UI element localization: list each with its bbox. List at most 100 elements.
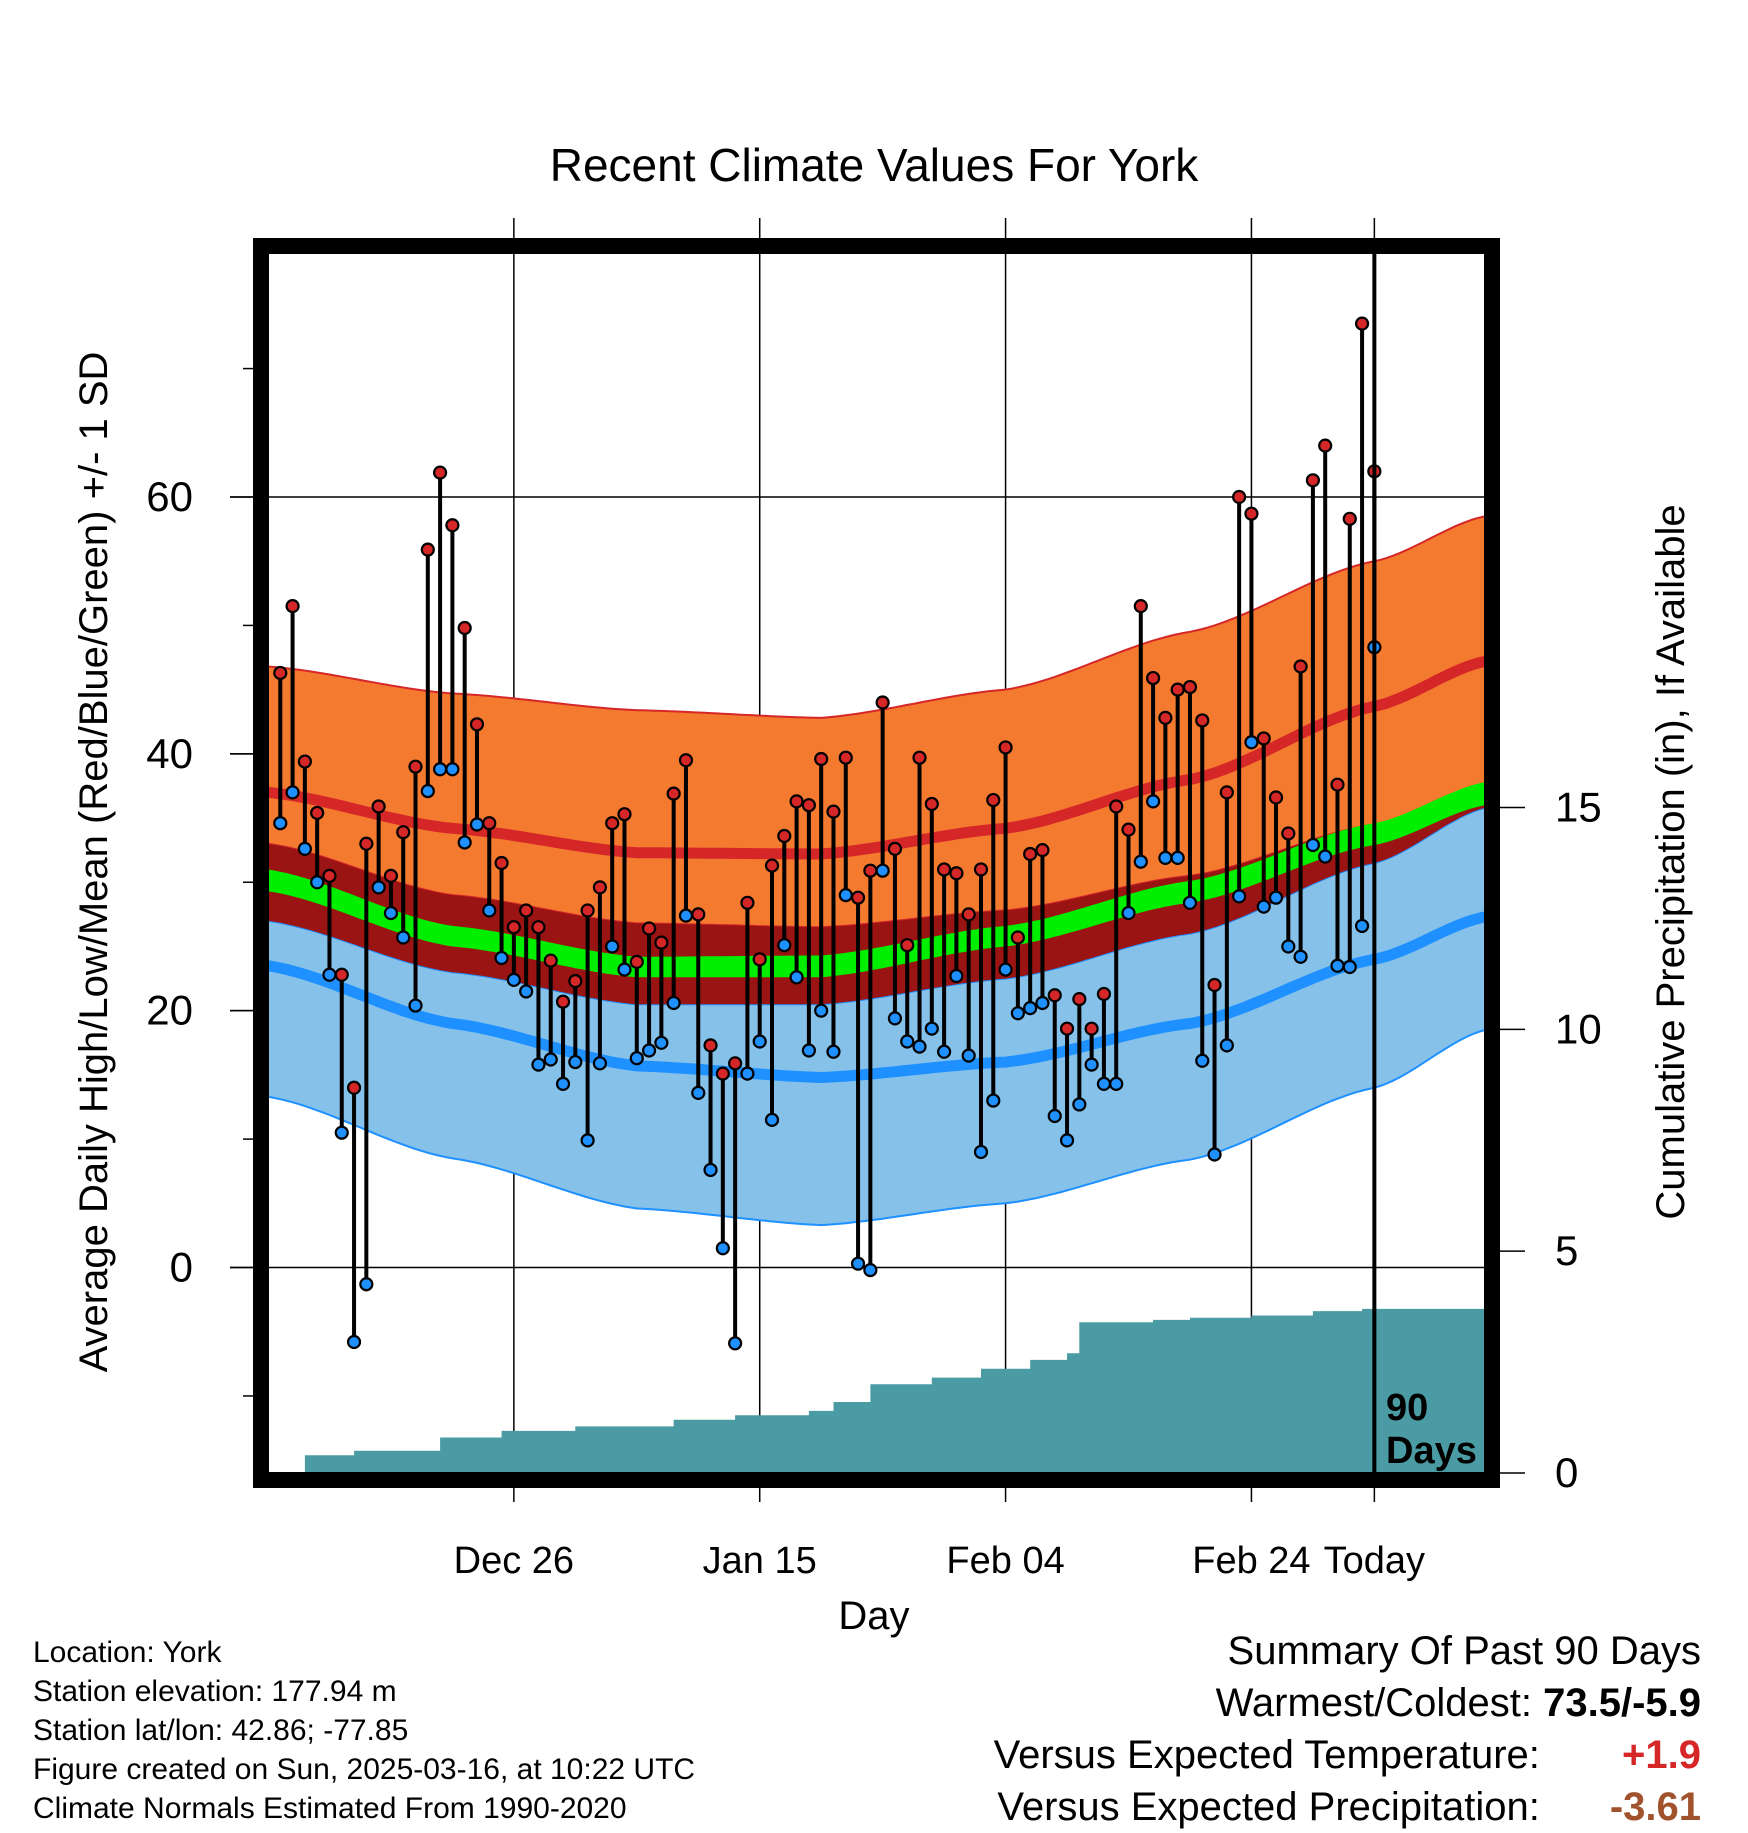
- obs-low-point: [715, 1241, 730, 1256]
- obs-high-point: [1342, 511, 1357, 526]
- obs-high-point: [1121, 822, 1136, 837]
- obs-high-point: [826, 804, 841, 819]
- obs-low-point: [924, 1021, 939, 1036]
- summary-panel: Summary Of Past 90 Days Warmest/Coldest:…: [994, 1625, 1701, 1833]
- normal-bands: [268, 515, 1485, 1227]
- obs-low-point: [482, 903, 497, 918]
- y-right-tick-label-3: 15: [1555, 784, 1602, 831]
- obs-high-point: [1318, 438, 1333, 453]
- obs-high-point: [494, 855, 509, 871]
- obs-low-point: [1047, 1108, 1062, 1124]
- obs-low-point: [1059, 1133, 1075, 1148]
- obs-high-point: [740, 895, 755, 910]
- obs-low-point: [568, 1054, 583, 1070]
- obs-high-point: [1047, 988, 1062, 1003]
- obs-high-point: [900, 938, 915, 953]
- obs-high-point: [310, 805, 325, 821]
- obs-high-point: [469, 717, 485, 732]
- obs-high-point: [1244, 506, 1259, 521]
- obs-high-point: [445, 518, 460, 533]
- obs-low-point: [359, 1277, 374, 1292]
- obs-low-point: [641, 1043, 657, 1058]
- obs-high-point: [912, 750, 927, 765]
- obs-low-point: [580, 1133, 595, 1148]
- obs-low-point: [801, 1043, 816, 1058]
- obs-low-point: [850, 1256, 866, 1271]
- obs-high-point: [641, 921, 657, 936]
- obs-high-point: [482, 816, 497, 831]
- obs-low-point: [1133, 854, 1148, 869]
- precip-anomaly-value: -3.61: [1609, 1785, 1701, 1829]
- obs-low-point: [371, 880, 386, 895]
- obs-high-point: [973, 862, 989, 877]
- today-days-label-line2: Days: [1386, 1430, 1477, 1472]
- obs-high-point: [1035, 843, 1050, 858]
- obs-low-point: [998, 962, 1013, 977]
- obs-high-point: [728, 1056, 743, 1071]
- obs-low-point: [703, 1162, 718, 1178]
- obs-high-point: [334, 967, 349, 982]
- obs-low-point: [1096, 1076, 1112, 1091]
- obs-low-point: [519, 984, 534, 999]
- temp-anomaly-row: Versus Expected Temperature: +1.9: [994, 1729, 1701, 1781]
- obs-high-point: [592, 880, 608, 895]
- obs-low-point: [1072, 1097, 1087, 1112]
- obs-high-point: [371, 799, 386, 814]
- obs-high-point: [1293, 659, 1308, 674]
- normals-text: Climate Normals Estimated From 1990-2020: [33, 1792, 627, 1825]
- y-right-tick-label-0: 0: [1555, 1449, 1578, 1496]
- obs-low-point: [592, 1056, 608, 1071]
- normal-low-mean-line: [268, 911, 1485, 1084]
- obs-high-point: [1219, 785, 1234, 800]
- x-tick-label-2: Feb 04: [946, 1540, 1064, 1582]
- obs-high-point: [346, 1080, 362, 1095]
- obs-low-point: [494, 950, 509, 966]
- obs-low-point: [285, 785, 300, 800]
- obs-low-point: [1293, 949, 1308, 964]
- obs-low-point: [1109, 1076, 1124, 1091]
- obs-high-point: [949, 866, 964, 881]
- obs-low-point: [1207, 1147, 1222, 1162]
- station-info: Location: York Station elevation: 177.94…: [33, 1633, 695, 1828]
- created-text: Figure created on Sun, 2025-03-16, at 10…: [33, 1753, 696, 1786]
- obs-low-point: [1010, 1006, 1025, 1021]
- obs-low-point: [1244, 735, 1259, 750]
- obs-high-point: [654, 935, 669, 950]
- obs-low-point: [543, 1052, 558, 1067]
- obs-low-point: [973, 1144, 989, 1160]
- obs-high-point: [629, 954, 644, 969]
- obs-high-point: [1145, 670, 1161, 686]
- obs-high-point: [1096, 986, 1112, 1002]
- obs-low-point: [457, 835, 472, 850]
- obs-low-point: [531, 1057, 546, 1072]
- obs-low-point: [961, 1048, 976, 1063]
- obs-low-point: [1195, 1053, 1210, 1068]
- obs-low-point: [629, 1051, 644, 1066]
- obs-low-point: [937, 1044, 952, 1059]
- obs-high-point: [617, 807, 632, 822]
- obs-low-point: [949, 968, 964, 984]
- obs-low-point: [814, 1003, 829, 1018]
- obs-high-point: [998, 740, 1013, 755]
- x-tick-label-3: Feb 24: [1192, 1540, 1310, 1582]
- obs-high-point: [1330, 777, 1345, 792]
- obs-high-point: [359, 836, 374, 851]
- obs-low-point: [1084, 1057, 1099, 1072]
- obs-low-point: [1219, 1038, 1234, 1053]
- elevation-text: Station elevation: 177.94 m: [33, 1675, 397, 1708]
- y-left-tick-label-0: 0: [170, 1244, 193, 1291]
- precip-anomaly-label: Versus Expected Precipitation:: [997, 1785, 1540, 1829]
- precip-area-shape: [268, 1308, 1485, 1473]
- obs-low-point: [728, 1336, 743, 1351]
- today-days-label-line1: 90: [1386, 1387, 1428, 1429]
- obs-low-point: [1268, 890, 1284, 905]
- normal-high-mean-line: [268, 656, 1485, 860]
- obs-high-point: [1256, 731, 1271, 746]
- obs-low-point: [346, 1334, 362, 1350]
- obs-high-point: [1195, 713, 1210, 728]
- obs-high-point: [1281, 826, 1296, 841]
- obs-low-point: [1121, 905, 1136, 921]
- obs-low-point: [396, 930, 411, 945]
- obs-low-point: [789, 970, 804, 985]
- obs-high-point: [568, 974, 583, 989]
